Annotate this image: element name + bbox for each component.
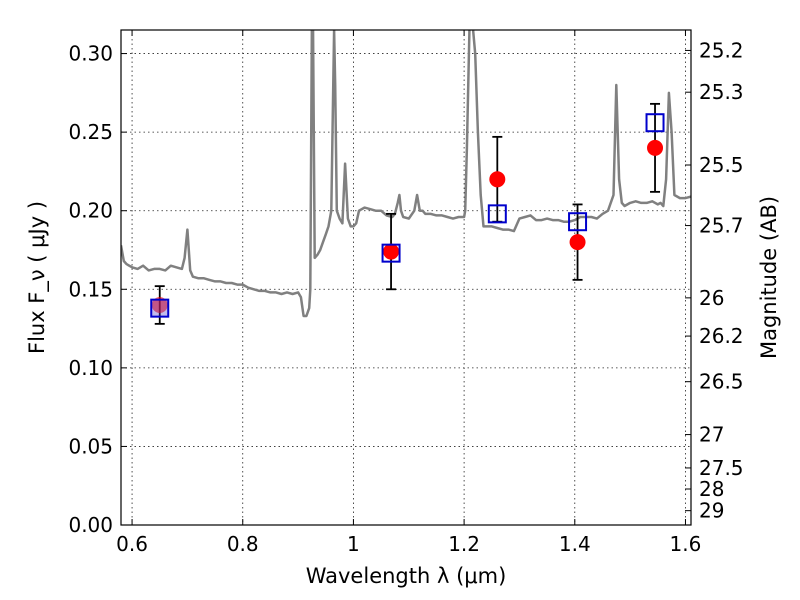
right-tick-label: 26 <box>699 286 724 310</box>
right-axis-label: Magnitude (AB) <box>757 196 781 359</box>
y-tick-label: 0.20 <box>68 199 113 223</box>
y-tick-label: 0.10 <box>68 356 113 380</box>
model-point <box>381 243 401 263</box>
x-tick-label: 1.4 <box>559 532 591 556</box>
model-point <box>487 204 507 224</box>
observed-point <box>647 139 664 156</box>
right-tick-label: 25.7 <box>699 214 744 238</box>
right-tick-label: 26.2 <box>699 324 744 348</box>
model-point <box>150 298 170 318</box>
right-tick-label: 27.5 <box>699 456 744 480</box>
model-point <box>568 212 588 232</box>
plot-frame <box>120 29 692 526</box>
right-tick-label: 29 <box>699 499 724 523</box>
photometry-points <box>150 102 665 325</box>
x-tick-label: 0.8 <box>227 532 259 556</box>
grid-lines <box>121 30 691 526</box>
y-tick-label: 0.05 <box>68 434 113 458</box>
model-point <box>645 113 665 133</box>
observed-point <box>383 243 400 260</box>
right-tick-label: 28 <box>699 477 724 501</box>
y-axis-label: Flux F_ν ( μJy ) <box>25 201 50 354</box>
x-tick-label: 1.2 <box>448 532 480 556</box>
right-tick-label: 25.2 <box>699 38 744 62</box>
right-tick-label: 27 <box>699 423 724 447</box>
x-tick-label: 1 <box>347 532 360 556</box>
right-tick-label: 26.5 <box>699 370 744 394</box>
y-tick-label: 0.00 <box>68 513 113 537</box>
observed-point <box>489 171 506 188</box>
right-tick-label: 25.3 <box>699 80 744 104</box>
y-tick-label: 0.15 <box>68 277 113 301</box>
y-tick-label: 0.30 <box>68 42 113 66</box>
spectrum-line <box>121 30 691 318</box>
y-tick-label: 0.25 <box>68 120 113 144</box>
observed-point <box>569 234 586 251</box>
right-tick-label: 25.5 <box>699 153 744 177</box>
x-axis-label: Wavelength λ (μm) <box>306 564 507 588</box>
axis-ticks: 0.6 0.8 1 1.2 1.4 1.6 0.00 0.05 0.10 0.15 0.20 0.25… <box>68 30 744 556</box>
x-tick-label: 0.6 <box>116 532 148 556</box>
x-tick-label: 1.6 <box>670 532 702 556</box>
spectrum-series <box>121 30 691 318</box>
